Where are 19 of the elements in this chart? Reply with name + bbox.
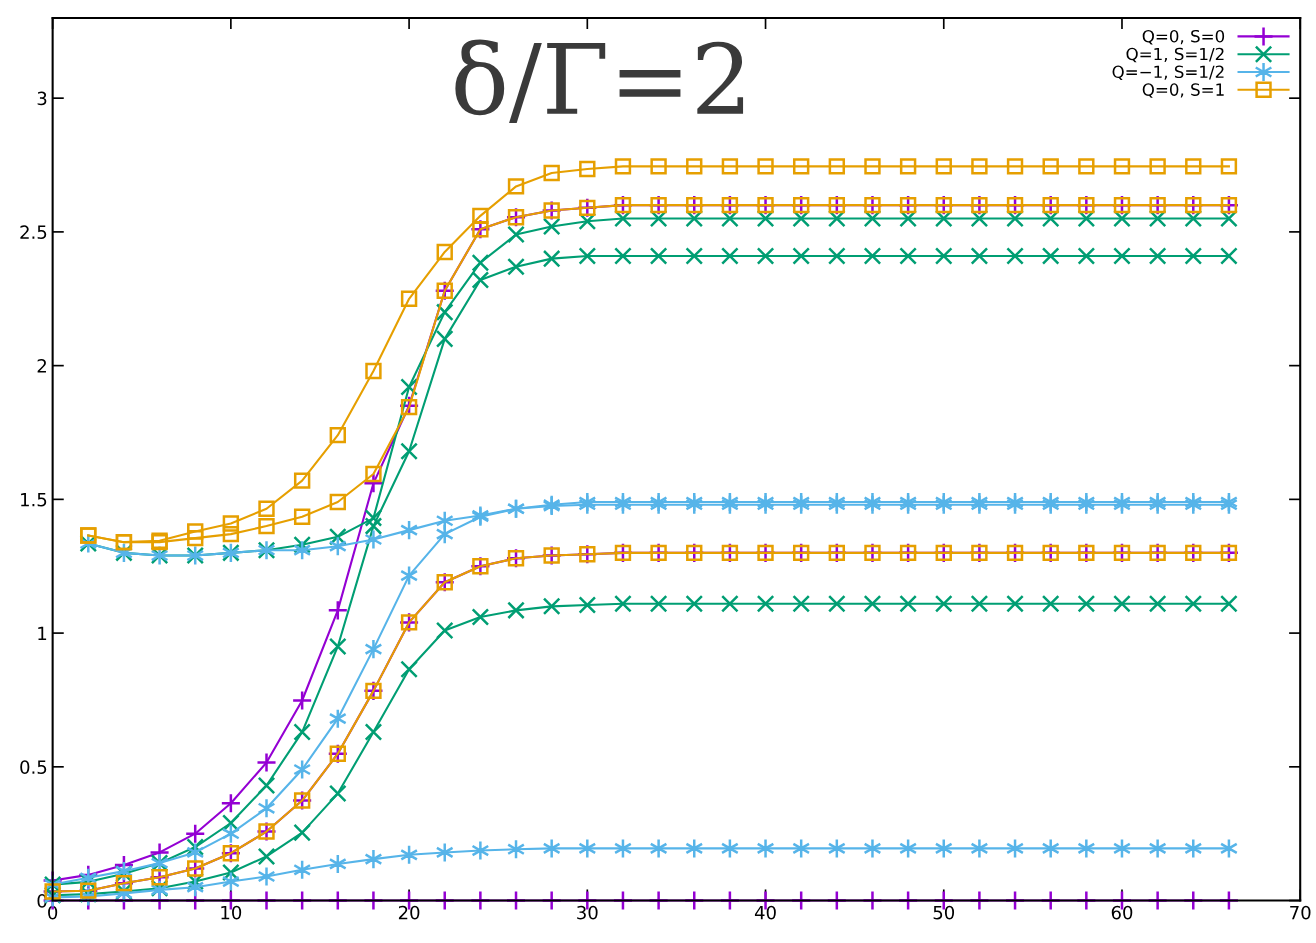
x-tick-label: 50	[933, 905, 955, 920]
x-tick-label: 30	[577, 905, 598, 920]
legend-label: Q=0, S=0	[1142, 29, 1225, 45]
legend-label: Q=0, S=1	[1142, 83, 1224, 98]
x-tick-label: 70	[1290, 905, 1311, 920]
legend-label: Q=−1, S=1/2	[1112, 65, 1224, 80]
x-tick-label: 40	[754, 905, 776, 920]
x-tick-label: 0	[48, 905, 58, 920]
x-tick-label: 60	[1111, 905, 1133, 920]
y-tick-label: 0.5	[20, 760, 47, 774]
y-tick-label: 1.5	[21, 493, 47, 507]
x-tick-label: 10	[221, 905, 242, 920]
x-tick-label: 20	[398, 905, 420, 920]
legend-label: Q=1, S=1/2	[1126, 47, 1224, 63]
y-tick-label: 2	[37, 359, 46, 373]
y-tick-label: 3	[37, 91, 47, 106]
chart-title: δ/Γ=2	[455, 39, 744, 123]
y-tick-label: 1	[38, 626, 47, 640]
y-tick-label: 2.5	[20, 225, 47, 240]
